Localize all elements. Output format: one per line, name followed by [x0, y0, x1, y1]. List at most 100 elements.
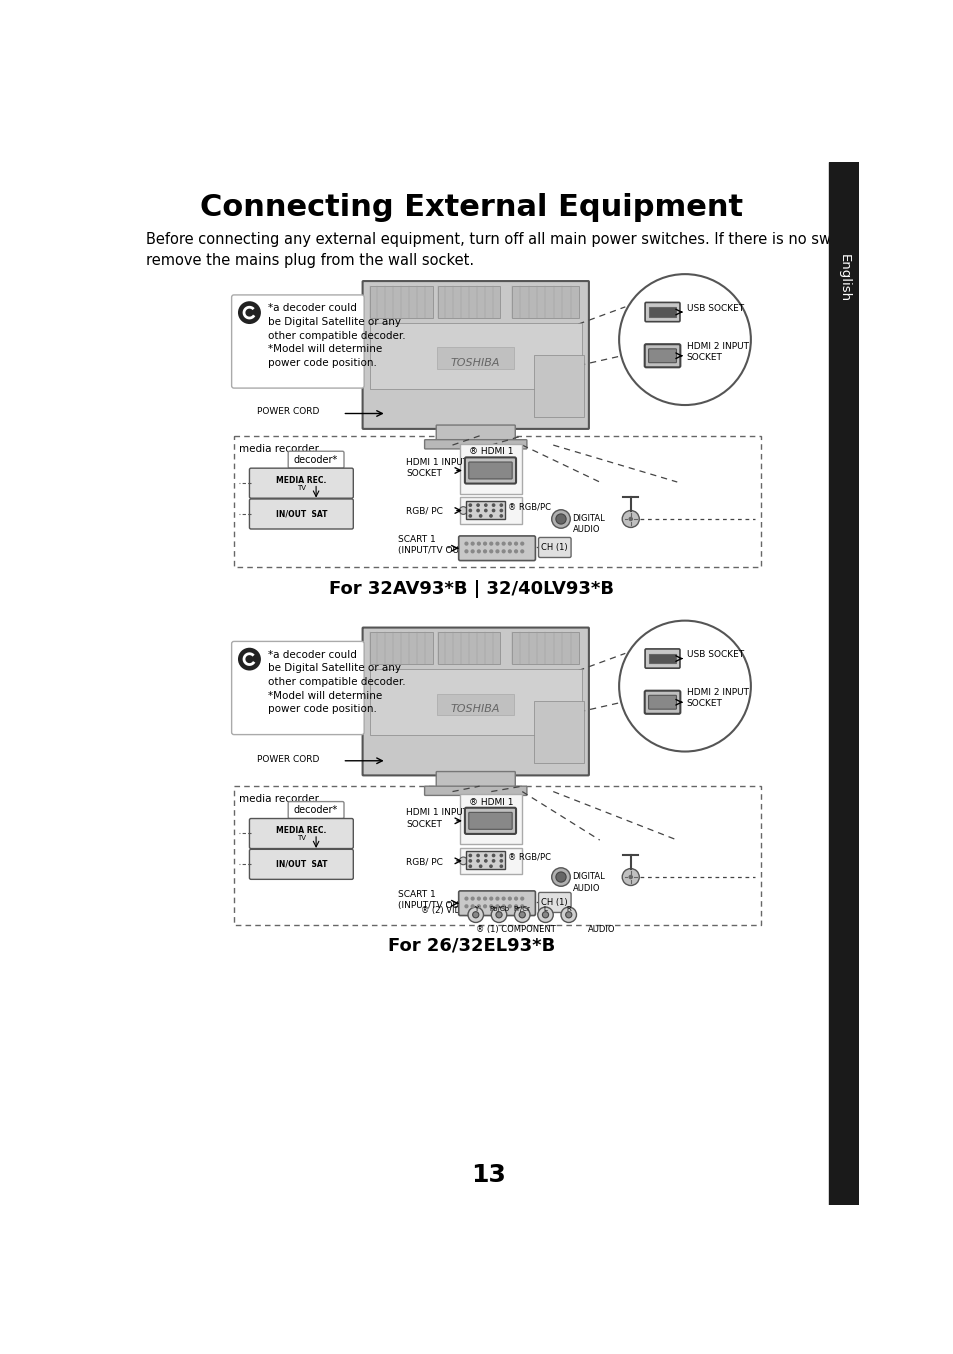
Text: POWER CORD: POWER CORD	[257, 754, 319, 764]
Circle shape	[551, 868, 570, 887]
Text: SCART 1
(INPUT/TV OUT): SCART 1 (INPUT/TV OUT)	[397, 535, 468, 555]
Text: MEDIA REC.: MEDIA REC.	[276, 475, 326, 485]
Circle shape	[496, 542, 498, 546]
Bar	[369, 322, 581, 389]
Bar	[534, 355, 583, 417]
Circle shape	[618, 620, 750, 751]
Bar	[534, 701, 583, 764]
Bar	[436, 347, 514, 368]
Text: HDMI 2 INPUT
SOCKET: HDMI 2 INPUT SOCKET	[686, 688, 748, 708]
Text: Pb/Cb: Pb/Cb	[489, 906, 509, 913]
FancyBboxPatch shape	[458, 536, 535, 561]
Circle shape	[476, 898, 479, 900]
Circle shape	[469, 854, 471, 857]
Circle shape	[501, 550, 504, 552]
Circle shape	[469, 860, 471, 862]
Text: CH (1): CH (1)	[541, 543, 568, 552]
Bar	[459, 793, 521, 844]
Circle shape	[492, 854, 495, 857]
FancyBboxPatch shape	[436, 425, 515, 444]
Circle shape	[489, 550, 492, 552]
Circle shape	[499, 509, 502, 512]
FancyBboxPatch shape	[232, 295, 364, 389]
FancyBboxPatch shape	[468, 812, 512, 829]
Circle shape	[483, 550, 486, 552]
Bar	[466, 850, 505, 869]
Circle shape	[489, 865, 492, 868]
Circle shape	[518, 911, 525, 918]
Text: ® HDMI 1: ® HDMI 1	[469, 798, 513, 807]
Circle shape	[483, 542, 486, 546]
Circle shape	[520, 550, 523, 552]
Circle shape	[489, 542, 492, 546]
Circle shape	[551, 509, 570, 528]
Circle shape	[479, 515, 481, 517]
FancyBboxPatch shape	[537, 892, 571, 913]
FancyBboxPatch shape	[537, 538, 571, 558]
Text: ® HDMI 1: ® HDMI 1	[469, 447, 513, 456]
Text: Y: Y	[473, 906, 477, 913]
Circle shape	[483, 898, 486, 900]
Text: IN/OUT  SAT: IN/OUT SAT	[275, 509, 327, 519]
Text: ® RGB/PC: ® RGB/PC	[508, 502, 551, 512]
Circle shape	[469, 504, 471, 506]
Circle shape	[476, 854, 478, 857]
Bar	[466, 501, 505, 519]
Circle shape	[491, 907, 506, 922]
Circle shape	[629, 876, 632, 879]
FancyBboxPatch shape	[464, 808, 516, 834]
Circle shape	[499, 854, 502, 857]
Circle shape	[499, 504, 502, 506]
Text: MEDIA REC.: MEDIA REC.	[276, 826, 326, 835]
Circle shape	[508, 904, 511, 907]
Circle shape	[629, 517, 632, 520]
Circle shape	[479, 865, 481, 868]
Circle shape	[484, 509, 486, 512]
Text: For 32AV93*B | 32/40LV93*B: For 32AV93*B | 32/40LV93*B	[329, 580, 614, 598]
Circle shape	[492, 509, 495, 512]
FancyBboxPatch shape	[249, 849, 353, 879]
Circle shape	[499, 515, 502, 517]
FancyBboxPatch shape	[232, 642, 364, 735]
FancyBboxPatch shape	[249, 819, 353, 849]
Circle shape	[514, 907, 530, 922]
Text: USB SOCKET: USB SOCKET	[686, 650, 743, 659]
Circle shape	[514, 898, 517, 900]
Circle shape	[464, 542, 467, 546]
Text: Connecting External Equipment: Connecting External Equipment	[200, 194, 742, 222]
Circle shape	[484, 854, 486, 857]
Text: HDMI 1 INPUT
SOCKET: HDMI 1 INPUT SOCKET	[406, 458, 468, 478]
Circle shape	[472, 911, 478, 918]
Text: R: R	[566, 906, 571, 913]
Circle shape	[508, 898, 511, 900]
Text: POWER CORD: POWER CORD	[257, 408, 319, 417]
Circle shape	[501, 898, 504, 900]
FancyBboxPatch shape	[249, 468, 353, 498]
Circle shape	[471, 542, 474, 546]
Text: IN/OUT  SAT: IN/OUT SAT	[275, 860, 327, 869]
Circle shape	[476, 542, 479, 546]
Circle shape	[239, 649, 259, 669]
Bar	[437, 632, 500, 665]
Text: English: English	[837, 255, 849, 302]
Circle shape	[501, 542, 504, 546]
Circle shape	[496, 904, 498, 907]
Circle shape	[464, 550, 467, 552]
Text: Pr/Cr: Pr/Cr	[514, 906, 530, 913]
FancyBboxPatch shape	[233, 436, 760, 567]
Circle shape	[476, 904, 479, 907]
Text: 13: 13	[471, 1163, 506, 1187]
Text: L: L	[543, 906, 547, 913]
Circle shape	[556, 515, 565, 524]
Bar	[459, 497, 521, 524]
Circle shape	[469, 509, 471, 512]
Bar	[369, 669, 581, 735]
Circle shape	[520, 898, 523, 900]
Circle shape	[489, 898, 492, 900]
Circle shape	[239, 303, 259, 322]
Text: TV: TV	[296, 835, 306, 841]
Circle shape	[496, 550, 498, 552]
Text: Before connecting any external equipment, turn off all main power switches. If t: Before connecting any external equipment…	[146, 232, 858, 268]
FancyBboxPatch shape	[424, 440, 526, 450]
Circle shape	[471, 904, 474, 907]
